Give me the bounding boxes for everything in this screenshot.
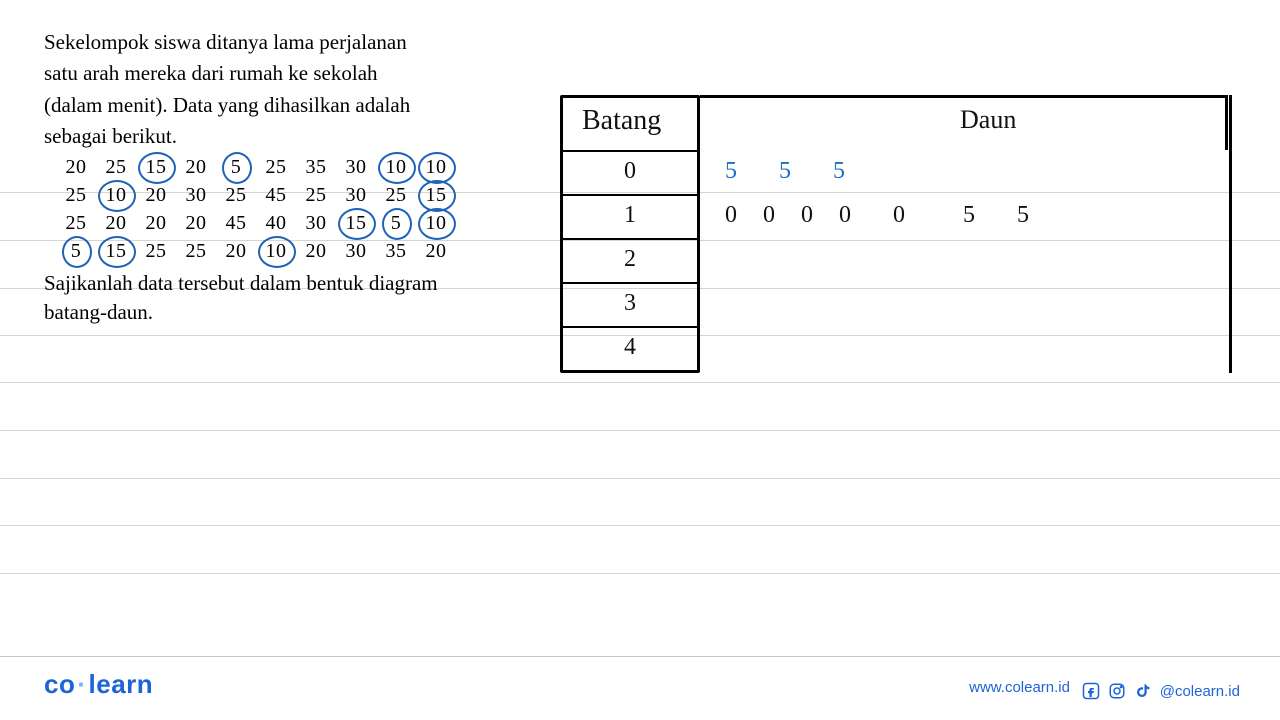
data-value: 30 <box>176 181 216 209</box>
data-value: 30 <box>296 209 336 237</box>
data-value: 30 <box>336 181 376 209</box>
data-value: 25 <box>296 181 336 209</box>
stem-row-divider <box>560 282 700 284</box>
data-value: 5 <box>216 153 256 181</box>
stem-value: 3 <box>560 290 700 317</box>
data-value: 25 <box>56 181 96 209</box>
footer: co·learn www.colearn.id @colearn.id <box>0 656 1280 720</box>
data-value: 30 <box>336 153 376 181</box>
page-root: Sekelompok siswa ditanya lama perjalanan… <box>0 0 1280 720</box>
facebook-icon <box>1082 682 1100 700</box>
leaf-values: 5 5 5 <box>725 158 855 185</box>
stem-value: 0 <box>560 158 700 185</box>
footer-rule <box>0 656 1280 657</box>
data-value: 10 <box>416 153 456 181</box>
stem-row-divider <box>560 326 700 328</box>
question-line-4: sebagai berikut. <box>44 122 484 150</box>
leaf-header-label: Daun <box>960 105 1016 135</box>
data-value: 25 <box>136 237 176 265</box>
question-instruction: Sajikanlah data tersebut dalam bentuk di… <box>44 269 484 326</box>
footer-handle: @colearn.id <box>1160 683 1240 700</box>
data-value: 15 <box>336 209 376 237</box>
logo-dot: · <box>75 669 88 699</box>
stem-leaf-diagram: Batang Daun 0 5 5 5 1 0 0 0 0 0 5 5 2 3 4 <box>560 95 1240 395</box>
data-value: 45 <box>216 209 256 237</box>
data-row: 25102030254525302515 <box>56 181 484 209</box>
data-value: 15 <box>416 181 456 209</box>
leaf-right-border <box>1229 95 1232 373</box>
data-values: 2025152052535301010251020302545253025152… <box>56 153 484 265</box>
data-value: 10 <box>416 209 456 237</box>
stem-header-divider <box>560 150 700 152</box>
data-value: 25 <box>376 181 416 209</box>
brand-logo: co·learn <box>44 669 153 700</box>
data-value: 20 <box>296 237 336 265</box>
stem-value: 4 <box>560 334 700 361</box>
question-block: Sekelompok siswa ditanya lama perjalanan… <box>44 28 484 326</box>
data-row: 5152525201020303520 <box>56 237 484 265</box>
data-value: 20 <box>216 237 256 265</box>
question-line-3: (dalam menit). Data yang dihasilkan adal… <box>44 91 484 119</box>
data-value: 35 <box>376 237 416 265</box>
data-value: 30 <box>336 237 376 265</box>
data-value: 20 <box>96 209 136 237</box>
ruled-line <box>0 525 1280 526</box>
question-line-2: satu arah mereka dari rumah ke sekolah <box>44 59 484 87</box>
data-value: 20 <box>136 181 176 209</box>
leaf-values: 0 0 0 0 0 5 5 <box>725 202 1039 229</box>
stem-row-divider <box>560 194 700 196</box>
question-line-1: Sekelompok siswa ditanya lama perjalanan <box>44 28 484 56</box>
data-value: 25 <box>56 209 96 237</box>
stem-value: 2 <box>560 246 700 273</box>
data-value: 20 <box>176 153 216 181</box>
data-value: 10 <box>96 181 136 209</box>
data-value: 20 <box>136 209 176 237</box>
ruled-line <box>0 478 1280 479</box>
data-value: 20 <box>416 237 456 265</box>
data-value: 20 <box>56 153 96 181</box>
data-row: 2025152052535301010 <box>56 153 484 181</box>
stem-header-label: Batang <box>582 105 661 137</box>
data-value: 10 <box>376 153 416 181</box>
ruled-line <box>0 430 1280 431</box>
data-value: 15 <box>96 237 136 265</box>
logo-part-co: co <box>44 669 75 699</box>
data-value: 5 <box>376 209 416 237</box>
data-value: 45 <box>256 181 296 209</box>
data-value: 35 <box>296 153 336 181</box>
data-value: 25 <box>176 237 216 265</box>
data-value: 25 <box>96 153 136 181</box>
logo-part-learn: learn <box>89 669 154 699</box>
ruled-line <box>0 573 1280 574</box>
footer-socials: @colearn.id <box>1082 682 1240 700</box>
stem-row-divider <box>560 238 700 240</box>
data-row: 2520202045403015510 <box>56 209 484 237</box>
data-value: 10 <box>256 237 296 265</box>
footer-url: www.colearn.id <box>969 679 1070 696</box>
tiktok-icon <box>1134 682 1152 700</box>
stem-value: 1 <box>560 202 700 229</box>
data-value: 20 <box>176 209 216 237</box>
instagram-icon <box>1108 682 1126 700</box>
data-value: 25 <box>216 181 256 209</box>
data-value: 40 <box>256 209 296 237</box>
data-value: 15 <box>136 153 176 181</box>
data-value: 5 <box>56 237 96 265</box>
data-value: 25 <box>256 153 296 181</box>
